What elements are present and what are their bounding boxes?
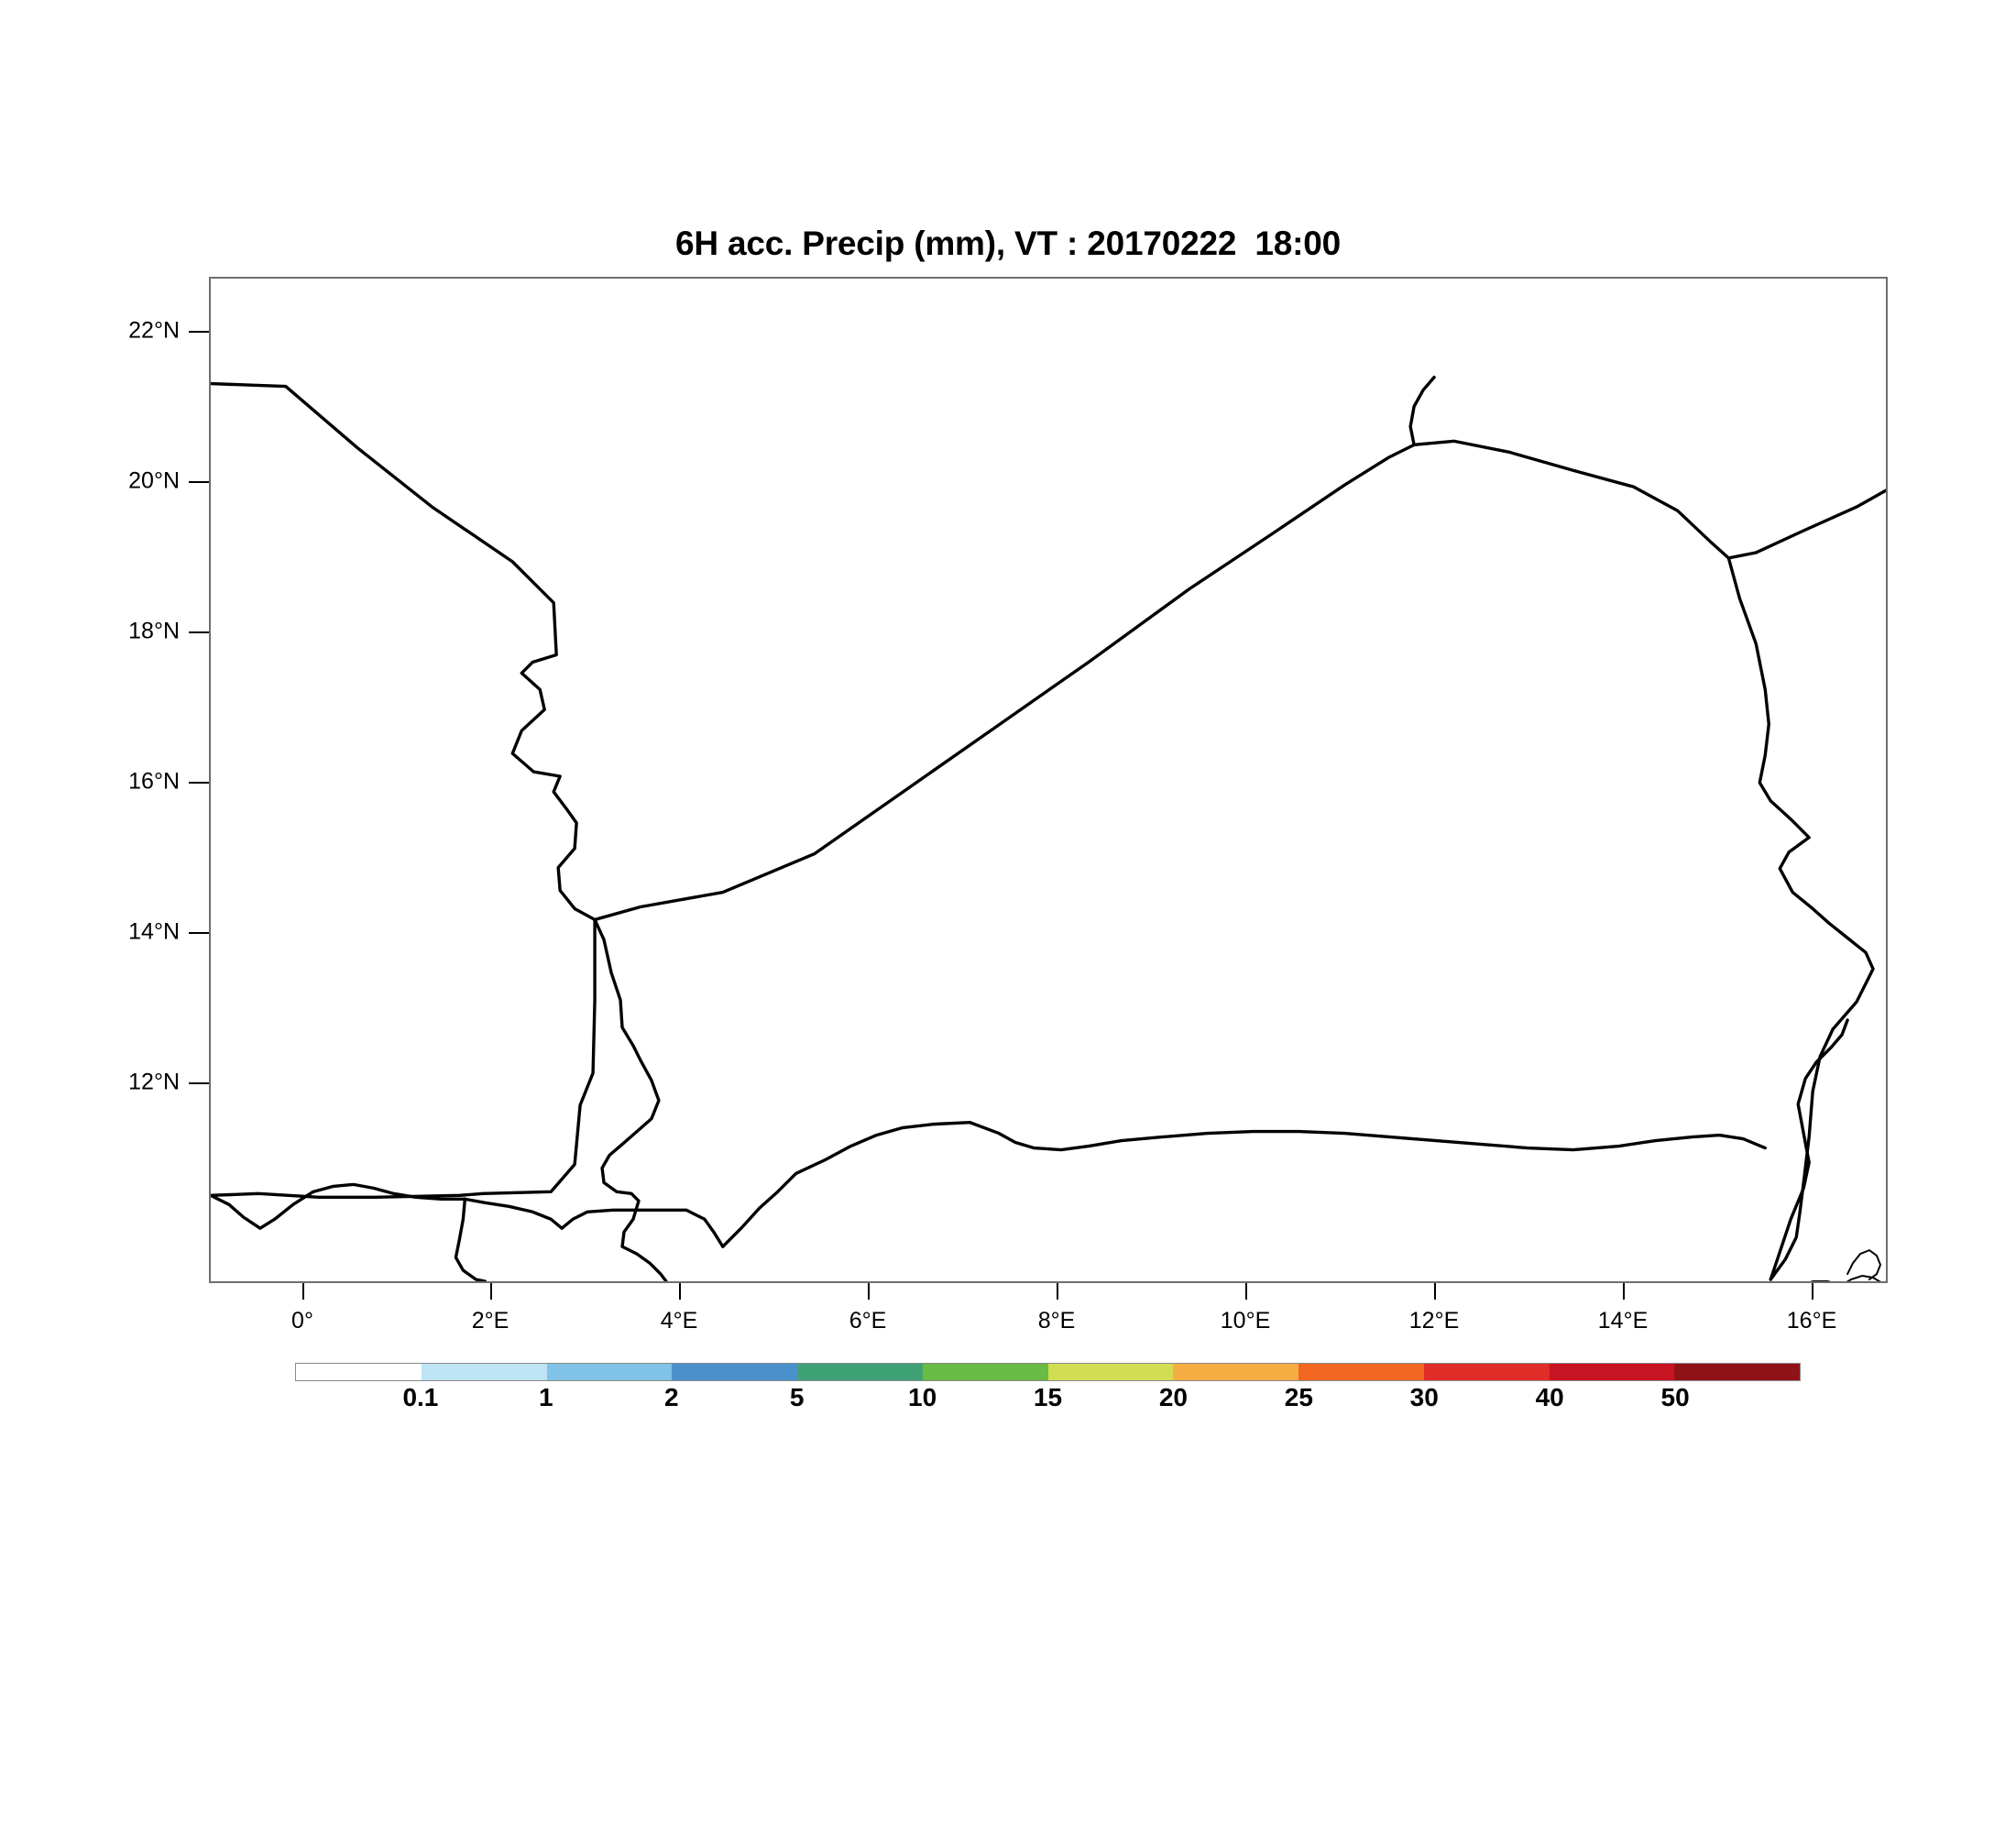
colorbar-segment-4 — [797, 1364, 923, 1380]
colorbar-tick-2: 2 — [663, 1383, 679, 1411]
page-title: 6H acc. Precip (mm), VT : 20170222 18:00 — [674, 225, 1342, 262]
colorbar-segment-8 — [1298, 1364, 1424, 1380]
ytick-label-22n: 22°N — [128, 317, 180, 344]
xtick-line-12e — [1434, 1283, 1436, 1300]
border-benin-burkina — [211, 1182, 467, 1230]
xtick-line-10e — [1245, 1283, 1247, 1300]
xtick-label-0: 0° — [291, 1308, 313, 1334]
ytick-line-20n — [189, 481, 209, 483]
colorbar-segment-10 — [1549, 1364, 1675, 1380]
border-niger-benin-nigeria — [593, 917, 668, 1281]
colorbar[interactable]: 0.1 1 2 5 10 15 20 25 30 40 50 — [295, 1363, 1801, 1411]
ytick-label-12n: 12°N — [128, 1069, 180, 1095]
colorbar-segment-2 — [546, 1364, 673, 1380]
xtick-label-2e: 2°E — [471, 1308, 509, 1334]
colorbar-tick-15: 15 — [1033, 1383, 1063, 1411]
lake-chad-shoreline — [1810, 1249, 1882, 1281]
border-niger-chad-east — [1726, 556, 1875, 1281]
xtick-label-4e: 4°E — [660, 1308, 698, 1334]
colorbar-tick-40: 40 — [1535, 1383, 1564, 1411]
colorbar-tick-10: 10 — [908, 1383, 937, 1411]
colorbar-gradient-strip[interactable] — [295, 1363, 1801, 1381]
ytick-label-20n: 20°N — [128, 467, 180, 494]
border-burkina-internal-1 — [454, 1197, 488, 1281]
border-niger-nigeria-south — [721, 1120, 1767, 1248]
ytick-label-14n: 14°N — [128, 918, 180, 945]
colorbar-segment-0 — [296, 1364, 422, 1380]
ytick-line-18n — [189, 631, 209, 633]
xtick-label-14e: 14°E — [1597, 1308, 1649, 1334]
ytick-line-14n — [189, 932, 209, 934]
xtick-label-12e: 12°E — [1408, 1308, 1460, 1334]
colorbar-segment-5 — [922, 1364, 1048, 1380]
border-burkina-internal-2 — [463, 1197, 725, 1248]
xtick-line-0 — [302, 1283, 304, 1300]
colorbar-tick-30: 30 — [1409, 1383, 1439, 1411]
ytick-label-18n: 18°N — [128, 618, 180, 644]
colorbar-tick-20: 20 — [1158, 1383, 1188, 1411]
colorbar-segment-3 — [672, 1364, 797, 1380]
xtick-label-6e: 6°E — [849, 1308, 887, 1334]
xtick-line-16e — [1812, 1283, 1813, 1300]
map-boundaries-svg — [211, 375, 1886, 1281]
colorbar-segment-9 — [1423, 1364, 1550, 1380]
ytick-line-16n — [189, 782, 209, 784]
ytick-line-22n — [189, 331, 209, 333]
border-niger-algeria-northwest — [211, 381, 597, 922]
border-libya-chad-spur — [1408, 375, 1436, 447]
xtick-label-16e: 16°E — [1786, 1308, 1837, 1334]
colorbar-tick-5: 5 — [789, 1383, 805, 1411]
colorbar-segment-7 — [1173, 1364, 1298, 1380]
border-chad-nigeria-south — [1769, 1018, 1849, 1281]
lake-chad-north-islets — [1846, 1249, 1882, 1281]
colorbar-segment-1 — [421, 1364, 547, 1380]
country-borders-group — [211, 375, 1886, 1281]
xtick-label-10e: 10°E — [1220, 1308, 1271, 1334]
colorbar-segment-11 — [1674, 1364, 1800, 1380]
border-niger-mali — [211, 917, 597, 1200]
xtick-line-2e — [490, 1283, 492, 1300]
colorbar-tick-1: 1 — [539, 1383, 553, 1411]
colorbar-tick-50: 50 — [1660, 1383, 1690, 1411]
xtick-label-8e: 8°E — [1037, 1308, 1076, 1334]
xtick-line-6e — [868, 1283, 870, 1300]
map-plot-area[interactable] — [209, 277, 1888, 1283]
border-niger-libya-north — [593, 439, 1886, 922]
xtick-line-8e — [1057, 1283, 1058, 1300]
colorbar-segment-6 — [1047, 1364, 1174, 1380]
lake-chad-outline — [1810, 1275, 1881, 1281]
colorbar-tick-25: 25 — [1284, 1383, 1313, 1411]
colorbar-tick-0.1: 0.1 — [402, 1383, 439, 1411]
ytick-line-12n — [189, 1082, 209, 1084]
xtick-line-4e — [679, 1283, 681, 1300]
ytick-label-16n: 16°N — [128, 768, 180, 795]
xtick-line-14e — [1623, 1283, 1625, 1300]
